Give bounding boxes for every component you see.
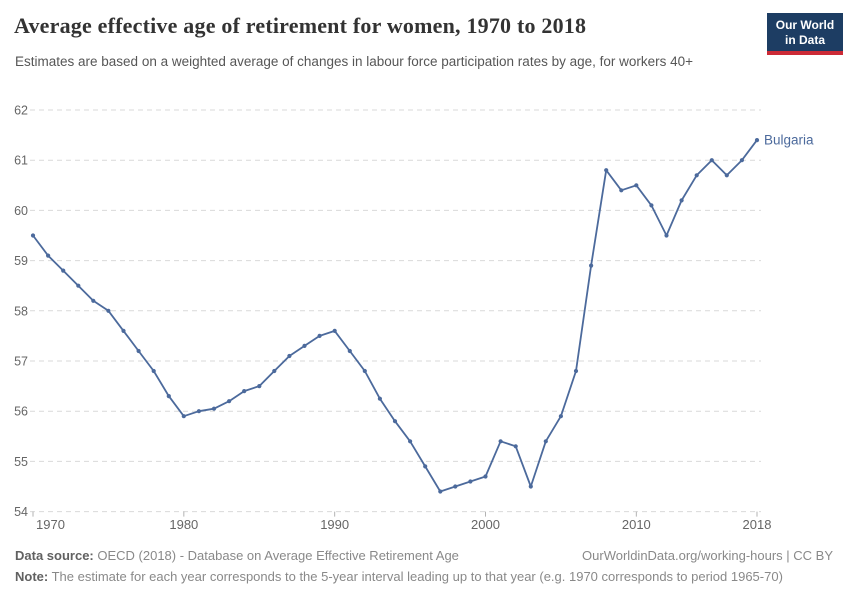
- data-point[interactable]: [619, 188, 624, 193]
- x-axis-tick-label: 2018: [743, 517, 772, 532]
- data-point[interactable]: [287, 353, 292, 359]
- data-point[interactable]: [724, 173, 729, 178]
- data-point[interactable]: [498, 439, 503, 444]
- x-axis-tick-label: 2010: [622, 517, 651, 532]
- data-point[interactable]: [408, 439, 413, 444]
- note-line: Note: The estimate for each year corresp…: [15, 569, 783, 584]
- datasource-line: Data source: OECD (2018) - Database on A…: [15, 548, 459, 563]
- data-point[interactable]: [61, 268, 66, 273]
- data-point[interactable]: [377, 396, 382, 401]
- datasource-label: Data source:: [15, 548, 94, 563]
- data-point[interactable]: [196, 409, 201, 414]
- data-point[interactable]: [438, 489, 443, 494]
- y-axis-tick-label: 62: [14, 104, 28, 118]
- data-point[interactable]: [121, 328, 126, 333]
- data-point[interactable]: [272, 368, 277, 374]
- data-point[interactable]: [227, 399, 232, 404]
- data-point[interactable]: [604, 168, 609, 173]
- x-axis-tick-label: 1990: [320, 517, 349, 532]
- owid-url-link[interactable]: OurWorldinData.org/working-hours | CC BY: [582, 548, 833, 563]
- data-point[interactable]: [151, 368, 156, 374]
- data-point[interactable]: [302, 343, 307, 348]
- data-point[interactable]: [468, 479, 473, 484]
- data-point[interactable]: [76, 283, 81, 288]
- data-point[interactable]: [483, 474, 488, 479]
- data-point[interactable]: [634, 183, 639, 188]
- data-point[interactable]: [679, 198, 684, 203]
- data-point[interactable]: [211, 406, 217, 411]
- data-point[interactable]: [589, 263, 594, 268]
- datasource-text: OECD (2018) - Database on Average Effect…: [93, 548, 459, 563]
- data-point[interactable]: [528, 484, 533, 489]
- data-point[interactable]: [709, 158, 714, 163]
- y-axis-tick-label: 54: [14, 505, 28, 519]
- y-axis-tick-label: 59: [14, 254, 28, 268]
- x-axis-tick-label: 1980: [169, 517, 198, 532]
- data-point[interactable]: [181, 414, 186, 419]
- data-point[interactable]: [543, 439, 548, 444]
- y-axis-tick-label: 57: [14, 355, 28, 369]
- series-end-label[interactable]: Bulgaria: [764, 133, 814, 148]
- y-axis-tick-label: 56: [14, 405, 28, 419]
- data-point[interactable]: [46, 253, 51, 258]
- data-point[interactable]: [694, 173, 699, 178]
- data-point[interactable]: [257, 384, 262, 389]
- owid-logo[interactable]: Our World in Data: [767, 13, 843, 56]
- line-chart[interactable]: 54 55 56 57 58 59 60 61 62 1970 1980 1990 2000 2010 20…: [0, 95, 850, 540]
- data-point[interactable]: [573, 368, 579, 374]
- y-axis-tick-label: 61: [14, 154, 28, 168]
- data-point[interactable]: [166, 394, 171, 399]
- data-point[interactable]: [317, 333, 322, 338]
- data-point[interactable]: [754, 138, 760, 143]
- data-point[interactable]: [242, 389, 247, 394]
- data-point[interactable]: [649, 203, 654, 208]
- data-point[interactable]: [558, 414, 564, 419]
- data-point[interactable]: [332, 328, 337, 333]
- data-point[interactable]: [362, 368, 367, 374]
- data-point[interactable]: [30, 233, 36, 238]
- y-axis-tick-label: 58: [14, 304, 28, 318]
- data-point[interactable]: [136, 348, 141, 354]
- owid-logo-line2: in Data: [784, 32, 825, 47]
- y-axis-tick-label: 60: [14, 204, 28, 218]
- owid-logo-line1: Our World: [775, 18, 835, 32]
- data-point[interactable]: [392, 419, 398, 424]
- note-text: The estimate for each year corresponds t…: [48, 569, 783, 584]
- x-axis-tick-label: 1970: [36, 517, 65, 532]
- data-point[interactable]: [664, 233, 669, 238]
- data-point[interactable]: [453, 484, 458, 489]
- data-point[interactable]: [423, 464, 428, 469]
- data-point[interactable]: [106, 308, 111, 313]
- data-point[interactable]: [739, 158, 745, 163]
- trend-line[interactable]: [32, 139, 758, 493]
- note-label: Note:: [15, 569, 49, 584]
- data-point[interactable]: [513, 444, 518, 449]
- page-title: Average effective age of retirement for …: [14, 13, 587, 38]
- data-point[interactable]: [347, 348, 352, 354]
- data-point[interactable]: [91, 298, 96, 303]
- y-axis-tick-label: 55: [14, 455, 28, 469]
- x-axis-tick-label: 2000: [471, 517, 500, 532]
- chart-subtitle: Estimates are based on a weighted averag…: [15, 54, 694, 69]
